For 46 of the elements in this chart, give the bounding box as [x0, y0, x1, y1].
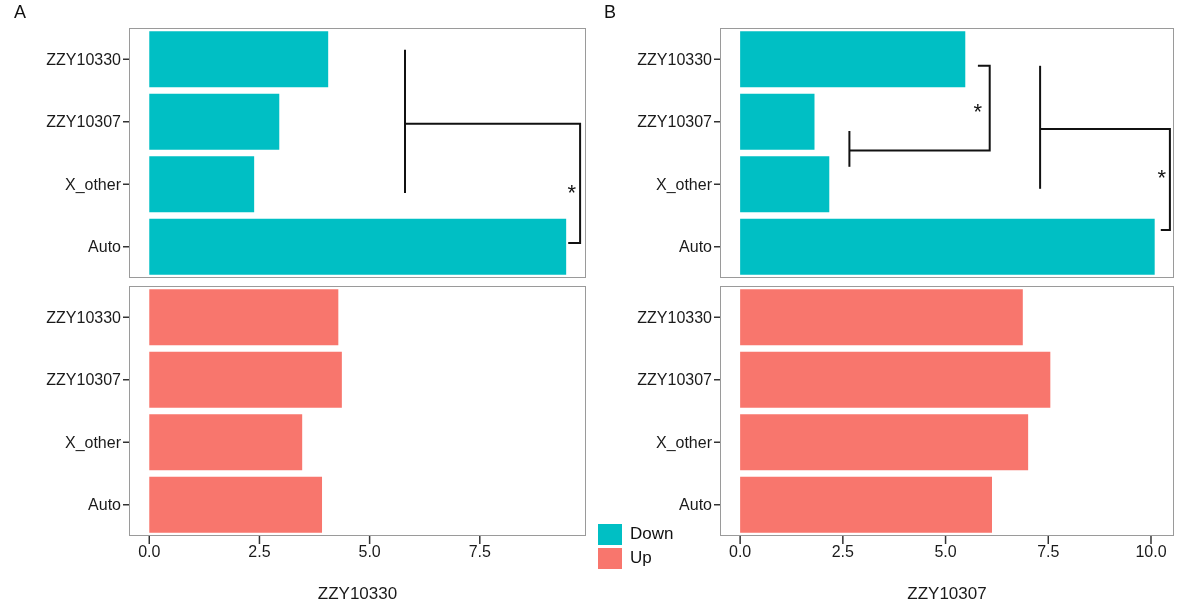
y-tick-label: ZZY10330: [46, 50, 122, 68]
x-axis-title: ZZY10330: [317, 584, 398, 603]
x-tick-label: 7.5: [468, 543, 492, 561]
chart-title: B: [604, 2, 617, 23]
y-tick-label: ZZY10330: [46, 308, 122, 326]
y-tick-label: Auto: [679, 496, 713, 514]
legend-label: Down: [630, 524, 674, 544]
x-tick-label: 10.0: [1135, 543, 1167, 561]
y-tick-label: ZZY10307: [637, 113, 713, 131]
bar: [149, 93, 280, 150]
bar: [149, 414, 303, 471]
bar: [740, 31, 966, 88]
bar: [740, 218, 1155, 275]
legend-label: Up: [630, 548, 652, 568]
y-tick-label: ZZY10330: [637, 308, 713, 326]
bar: [149, 351, 342, 408]
y-tick-label: X_other: [64, 175, 122, 194]
bar: [149, 218, 567, 275]
annotation: *: [973, 99, 983, 125]
x-tick-label: 7.5: [1037, 543, 1060, 561]
x-tick-label: 5.0: [358, 543, 381, 561]
y-tick-label: ZZY10307: [46, 113, 122, 131]
bar: [149, 31, 329, 88]
y-tick-label: ZZY10307: [637, 371, 713, 389]
y-tick-label: X_other: [655, 175, 713, 194]
y-tick-label: X_other: [64, 433, 122, 452]
x-tick-label: 0.0: [729, 543, 752, 561]
x-tick-label: 0.0: [138, 543, 161, 561]
annotation: *: [567, 180, 577, 205]
bar: [740, 156, 830, 213]
bar: [740, 93, 815, 150]
chart-title: A: [14, 2, 27, 23]
y-tick-label: X_other: [655, 433, 713, 452]
bar: [149, 476, 323, 533]
y-tick-label: ZZY10307: [46, 371, 122, 389]
y-tick-label: Auto: [88, 238, 122, 256]
bar: [149, 289, 339, 346]
x-tick-label: 2.5: [831, 543, 855, 561]
bar: [149, 156, 255, 213]
x-axis-title: ZZY10307: [907, 584, 987, 603]
x-tick-label: 5.0: [934, 543, 957, 561]
annotation: *: [1157, 165, 1167, 191]
y-tick-label: ZZY10330: [637, 50, 713, 68]
y-tick-label: Auto: [88, 496, 122, 514]
x-tick-label: 2.5: [248, 543, 271, 561]
y-tick-label: Auto: [679, 238, 713, 256]
